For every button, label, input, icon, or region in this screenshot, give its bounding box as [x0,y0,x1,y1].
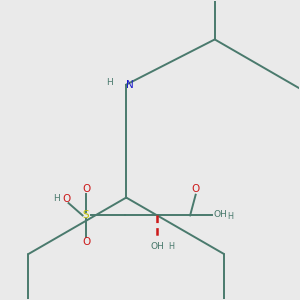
Text: OH: OH [151,242,164,250]
Text: O: O [191,184,200,194]
Text: O: O [62,194,70,204]
Text: H: H [227,212,233,221]
Text: S: S [83,210,89,220]
Text: O: O [82,184,90,194]
Text: H: H [106,78,113,87]
Text: H: H [53,194,59,203]
Text: H: H [169,242,175,250]
Text: N: N [126,80,134,90]
Text: OH: OH [213,210,227,219]
Text: O: O [82,237,90,247]
